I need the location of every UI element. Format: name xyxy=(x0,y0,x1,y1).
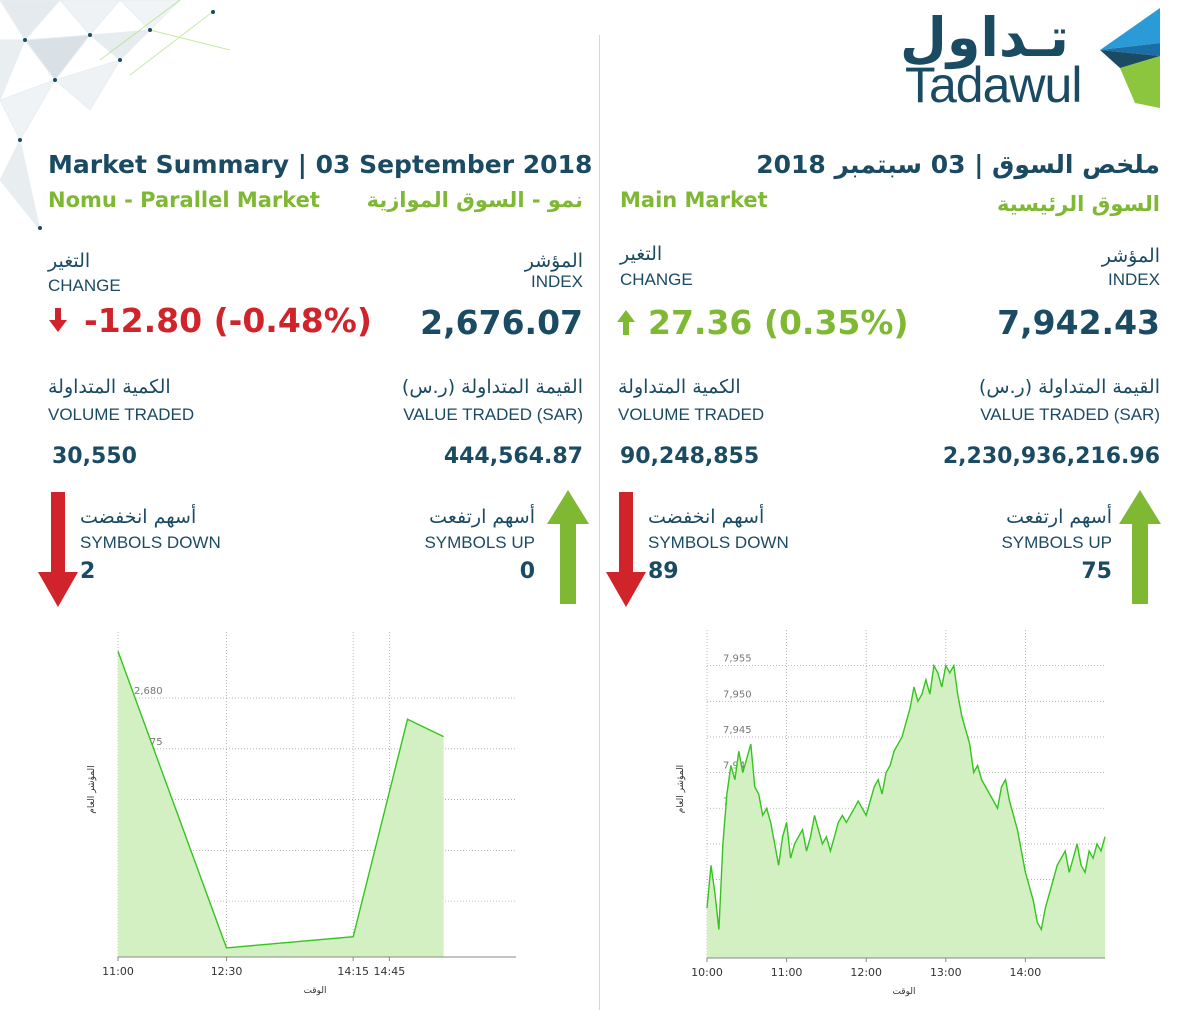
x-tick-label: 12:00 xyxy=(850,966,882,979)
y-axis-title: المؤشر العام xyxy=(87,765,97,813)
main-symbols-down-label-ar: أسهم انخفضت xyxy=(648,506,765,528)
main-change-label-ar: التغير xyxy=(620,243,663,265)
main-index-label-ar: المؤشر xyxy=(1101,245,1160,267)
nomu-symbols-up-arrow-icon xyxy=(547,490,589,604)
x-tick-label: 11:00 xyxy=(102,965,134,978)
nomu-change-label-en: CHANGE xyxy=(48,276,121,295)
series-line xyxy=(706,663,1106,932)
column-divider xyxy=(599,35,600,1010)
main-market-label-ar: السوق الرئيسية xyxy=(997,192,1160,216)
x-tick-label: 12:30 xyxy=(211,965,243,978)
main-index-value: 7,942.43 xyxy=(997,303,1160,342)
main-index-chart: 7,9207,9257,9307,9357,9407,9457,9507,955… xyxy=(665,618,1112,1004)
nomu-symbols-up-label-ar: أسهم ارتفعت xyxy=(429,506,535,528)
x-tick-label: 13:00 xyxy=(930,966,962,979)
y-tick-label: 7,955 xyxy=(723,654,752,665)
main-change-value: 27.36 (0.35%) xyxy=(648,303,909,342)
summary-title-ar: ملخص السوق | 03 سبتمبر 2018 xyxy=(756,150,1160,179)
nomu-index-label-en: INDEX xyxy=(531,272,583,291)
nomu-symbols-down-arrow-icon xyxy=(38,492,78,607)
series-area xyxy=(707,665,1105,958)
nomu-value-traded-label-ar: القيمة المتداولة (ر.س) xyxy=(401,376,583,398)
logo-arabic-text: تـداول xyxy=(900,6,1069,69)
main-volume-value: 90,248,855 xyxy=(620,444,760,469)
main-change-label-en: CHANGE xyxy=(620,270,693,289)
main-symbols-up-arrow-icon xyxy=(1119,490,1161,604)
nomu-market-label-en: Nomu - Parallel Market xyxy=(48,188,320,212)
main-symbols-up-label-en: SYMBOLS UP xyxy=(1001,533,1112,552)
summary-title: Market Summary | 03 September 2018 xyxy=(48,150,593,179)
nomu-volume-label-ar: الكمية المتداولة xyxy=(48,376,171,398)
nomu-market-label-ar: نمو - السوق الموازية xyxy=(366,188,583,212)
nomu-change-label-ar: التغير xyxy=(48,250,91,272)
main-symbols-down-arrow-icon xyxy=(606,492,646,607)
main-symbols-down-count: 89 xyxy=(648,559,679,584)
series-line xyxy=(117,651,444,949)
nomu-symbols-down-label-en: SYMBOLS DOWN xyxy=(80,533,221,552)
nomu-symbols-up-count: 0 xyxy=(519,559,535,584)
nomu-index-value: 2,676.07 xyxy=(420,303,583,342)
x-tick-label: 14:45 xyxy=(374,965,406,978)
main-index-label-en: INDEX xyxy=(1108,270,1160,289)
nomu-value-traded-value: 444,564.87 xyxy=(443,444,583,469)
x-axis-title: الوقت xyxy=(303,986,326,996)
x-tick-label: 14:15 xyxy=(337,965,369,978)
main-symbols-up-count: 75 xyxy=(1081,559,1112,584)
main-symbols-down-label-en: SYMBOLS DOWN xyxy=(648,533,789,552)
nomu-symbols-down-count: 2 xyxy=(80,559,96,584)
main-chart-svg: 7,9207,9257,9307,9357,9407,9457,9507,955… xyxy=(676,630,1106,997)
nomu-index-label-ar: المؤشر xyxy=(524,250,583,272)
logo-english-text: Tadawul xyxy=(905,57,1082,113)
x-tick-label: 10:00 xyxy=(691,966,723,979)
nomu-symbols-up-label-en: SYMBOLS UP xyxy=(424,533,535,552)
main-value-traded-label-en: VALUE TRADED (SAR) xyxy=(980,405,1160,424)
nomu-change-down-arrow-icon xyxy=(49,308,67,332)
y-axis-title: المؤشر العام xyxy=(676,765,686,813)
nomu-index-chart: 2,6602,6652,6702,6752,68011:0012:3014:15… xyxy=(80,622,522,1006)
main-volume-label-en: VOLUME TRADED xyxy=(618,405,765,424)
x-tick-label: 14:00 xyxy=(1010,966,1042,979)
main-symbols-up-label-ar: أسهم ارتفعت xyxy=(1006,506,1112,528)
main-change-up-arrow-icon xyxy=(617,310,635,335)
y-tick-label: 2,680 xyxy=(134,686,163,697)
nomu-symbols-down-label-ar: أسهم انخفضت xyxy=(80,506,197,528)
main-value-traded-label-ar: القيمة المتداولة (ر.س) xyxy=(978,376,1160,398)
main-volume-label-ar: الكمية المتداولة xyxy=(618,376,741,398)
tadawul-logo-mark xyxy=(1100,8,1160,108)
series-area xyxy=(118,651,444,957)
nomu-value-traded-label-en: VALUE TRADED (SAR) xyxy=(403,405,583,424)
nomu-volume-value: 30,550 xyxy=(52,444,137,469)
nomu-chart-svg: 2,6602,6652,6702,6752,68011:0012:3014:15… xyxy=(87,632,516,996)
decorative-network-graphic xyxy=(0,0,230,231)
y-tick-label: 7,945 xyxy=(723,725,752,736)
nomu-volume-label-en: VOLUME TRADED xyxy=(48,405,195,424)
main-value-traded-value: 2,230,936,216.96 xyxy=(942,444,1160,469)
y-tick-label: 7,950 xyxy=(723,689,752,700)
x-tick-label: 11:00 xyxy=(771,966,803,979)
nomu-change-value: -12.80 (-0.48%) xyxy=(84,301,372,340)
main-market-label-en: Main Market xyxy=(620,188,768,212)
x-axis-title: الوقت xyxy=(892,987,915,997)
